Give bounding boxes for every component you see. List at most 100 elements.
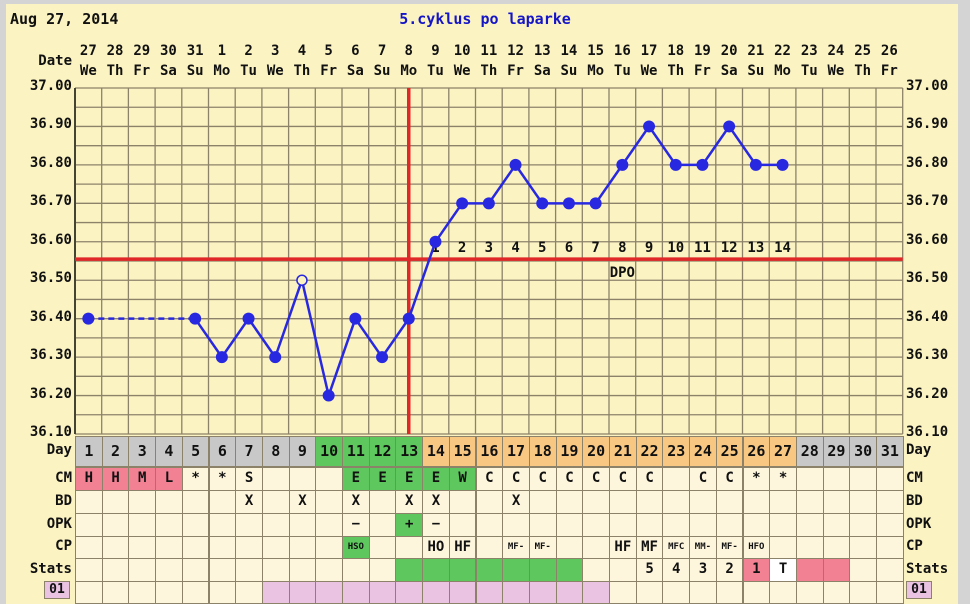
bd-cell[interactable]: X [502, 490, 530, 514]
cm-cell[interactable]: L [155, 467, 183, 491]
cp-cell[interactable]: HSO [342, 536, 370, 559]
cp-cell[interactable] [181, 536, 210, 559]
cp-cell[interactable] [288, 536, 317, 559]
bd-cell[interactable]: X [288, 490, 317, 514]
cm-cell[interactable]: W [448, 467, 477, 491]
opk-cell[interactable] [689, 513, 717, 537]
stats-cell[interactable]: 1 [742, 558, 771, 582]
stats-cell[interactable] [181, 558, 210, 582]
bd-cell[interactable] [155, 490, 183, 514]
cm-cell[interactable] [288, 467, 317, 491]
cm-cell[interactable]: C [582, 467, 610, 491]
cp-cell[interactable]: HO [422, 536, 450, 559]
stats-cell[interactable] [288, 558, 317, 582]
cp-cell[interactable] [822, 536, 851, 559]
cm-cell[interactable]: H [101, 467, 130, 491]
cp-cell[interactable]: HF [448, 536, 477, 559]
opk-cell[interactable] [822, 513, 851, 537]
stats-cell[interactable]: T [769, 558, 797, 582]
stats-cell[interactable] [609, 558, 637, 582]
opk-cell[interactable] [769, 513, 797, 537]
opk-cell[interactable] [876, 513, 904, 537]
stats-cell[interactable] [555, 558, 584, 582]
cm-cell[interactable]: * [742, 467, 771, 491]
cm-cell[interactable] [662, 467, 691, 491]
opk-cell[interactable] [315, 513, 343, 537]
stats-cell[interactable]: 3 [689, 558, 717, 582]
cp-cell[interactable]: MF- [502, 536, 530, 559]
cp-cell[interactable] [235, 536, 263, 559]
stats-cell[interactable] [75, 558, 103, 582]
bd-cell[interactable] [528, 490, 557, 514]
bd-cell[interactable]: X [422, 490, 450, 514]
cp-cell[interactable] [769, 536, 797, 559]
cm-cell[interactable] [822, 467, 851, 491]
bd-cell[interactable] [742, 490, 771, 514]
stats-cell[interactable]: 5 [635, 558, 664, 582]
bd-cell[interactable] [475, 490, 504, 514]
cp-cell[interactable] [876, 536, 904, 559]
bd-cell[interactable] [208, 490, 237, 514]
stats-cell[interactable] [315, 558, 343, 582]
bd-cell[interactable]: X [395, 490, 424, 514]
stats-cell[interactable]: 4 [662, 558, 691, 582]
bd-cell[interactable] [368, 490, 397, 514]
cm-cell[interactable]: C [475, 467, 504, 491]
opk-cell[interactable] [582, 513, 610, 537]
stats-cell[interactable] [395, 558, 424, 582]
stats-cell[interactable] [448, 558, 477, 582]
opk-cell[interactable] [181, 513, 210, 537]
stats-cell[interactable] [502, 558, 530, 582]
bd-cell[interactable] [662, 490, 691, 514]
cp-cell[interactable] [315, 536, 343, 559]
bd-cell[interactable] [75, 490, 103, 514]
cm-cell[interactable] [795, 467, 824, 491]
stats-cell[interactable] [128, 558, 157, 582]
opk-cell[interactable] [235, 513, 263, 537]
bd-cell[interactable] [128, 490, 157, 514]
stats-cell[interactable] [101, 558, 130, 582]
stats-cell[interactable]: 2 [715, 558, 744, 582]
cm-cell[interactable]: C [502, 467, 530, 491]
bd-cell[interactable] [822, 490, 851, 514]
stats-cell[interactable] [795, 558, 824, 582]
cm-cell[interactable]: E [368, 467, 397, 491]
opk-cell[interactable] [528, 513, 557, 537]
opk-cell[interactable] [101, 513, 130, 537]
bd-cell[interactable] [876, 490, 904, 514]
cp-cell[interactable] [368, 536, 397, 559]
cp-cell[interactable]: MF- [528, 536, 557, 559]
cp-cell[interactable]: HF [609, 536, 637, 559]
cp-cell[interactable] [261, 536, 290, 559]
cm-cell[interactable]: E [342, 467, 370, 491]
cp-cell[interactable] [155, 536, 183, 559]
stats-cell[interactable] [342, 558, 370, 582]
opk-cell[interactable]: + [395, 513, 424, 537]
bd-cell[interactable] [181, 490, 210, 514]
cp-cell[interactable] [795, 536, 824, 559]
opk-cell[interactable] [742, 513, 771, 537]
cp-cell[interactable]: HFO [742, 536, 771, 559]
cm-cell[interactable]: C [528, 467, 557, 491]
cp-cell[interactable] [555, 536, 584, 559]
cm-cell[interactable]: C [689, 467, 717, 491]
opk-cell[interactable] [635, 513, 664, 537]
cp-cell[interactable] [75, 536, 103, 559]
opk-cell[interactable] [662, 513, 691, 537]
cm-cell[interactable]: C [635, 467, 664, 491]
cp-cell[interactable] [849, 536, 877, 559]
cp-cell[interactable] [395, 536, 424, 559]
bd-cell[interactable] [715, 490, 744, 514]
opk-cell[interactable] [75, 513, 103, 537]
opk-cell[interactable] [715, 513, 744, 537]
bd-cell[interactable] [635, 490, 664, 514]
opk-cell[interactable]: − [422, 513, 450, 537]
opk-cell[interactable] [555, 513, 584, 537]
cm-cell[interactable] [876, 467, 904, 491]
cp-cell[interactable]: MF- [715, 536, 744, 559]
stats-cell[interactable] [876, 558, 904, 582]
cm-cell[interactable]: C [715, 467, 744, 491]
cm-cell[interactable]: S [235, 467, 263, 491]
bd-cell[interactable] [609, 490, 637, 514]
cp-cell[interactable]: MF [635, 536, 664, 559]
